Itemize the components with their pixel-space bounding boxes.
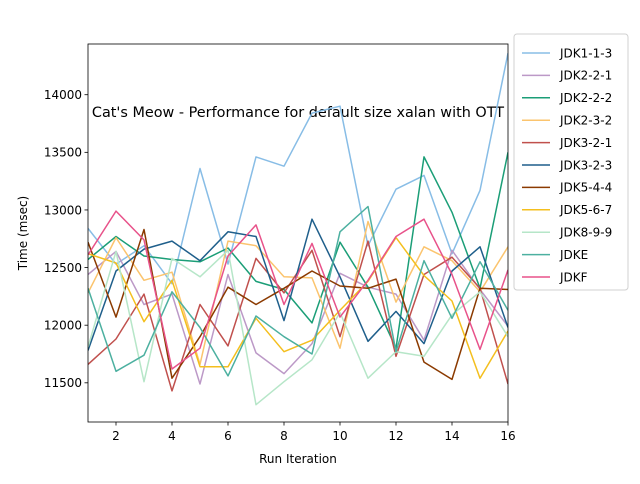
legend-label: JDK2-3-2 bbox=[559, 114, 612, 128]
legend: JDK1-1-3 JDK2-2-1 JDK2-2-2 JDK2-3-2 JDK3-2-1… bbox=[513, 33, 629, 291]
legend-label: JDK3-2-1 bbox=[559, 136, 612, 150]
x-tick-label: 4 bbox=[168, 429, 176, 443]
legend-label: JDK2-2-2 bbox=[559, 91, 612, 105]
y-axis-ticks: 11500 12000 12500 13000 13500 14000 bbox=[44, 88, 88, 390]
x-tick-label: 14 bbox=[444, 429, 459, 443]
y-tick-label: 13500 bbox=[44, 146, 82, 160]
x-axis-ticks: 2 4 6 8 10 12 14 16 bbox=[112, 422, 516, 443]
series-line-jdk1-1-3 bbox=[88, 53, 508, 285]
legend-label: JDK3-2-3 bbox=[559, 158, 612, 172]
legend-label: JDK2-2-1 bbox=[559, 69, 612, 83]
series-lines bbox=[88, 53, 508, 406]
legend-label: JDK8-9-9 bbox=[559, 226, 612, 240]
legend-label: JDK5-6-7 bbox=[559, 203, 612, 217]
legend-label: JDKF bbox=[559, 270, 588, 284]
legend-label: JDK5-4-4 bbox=[559, 181, 612, 195]
x-axis-label: Run Iteration bbox=[259, 452, 337, 466]
y-tick-label: 14000 bbox=[44, 88, 82, 102]
series-line-jdke bbox=[88, 205, 508, 377]
series-line-jdk8-9-9 bbox=[88, 249, 508, 406]
series-line-jdk2-2-1 bbox=[88, 249, 508, 385]
y-tick-label: 12000 bbox=[44, 318, 82, 332]
x-tick-label: 16 bbox=[500, 429, 515, 443]
x-tick-label: 6 bbox=[224, 429, 232, 443]
series-line-jdk3-2-3 bbox=[88, 218, 508, 351]
y-axis-label: Time (msec) bbox=[16, 196, 30, 271]
x-tick-label: 2 bbox=[112, 429, 120, 443]
legend-label: JDKE bbox=[559, 248, 588, 262]
series-line-jdkf bbox=[88, 210, 508, 370]
plot-frame bbox=[87, 43, 509, 423]
y-tick-label: 12500 bbox=[44, 261, 82, 275]
x-tick-label: 8 bbox=[280, 429, 288, 443]
series-line-jdk5-6-7 bbox=[88, 236, 508, 379]
series-line-jdk2-3-2 bbox=[88, 220, 508, 366]
x-tick-label: 12 bbox=[388, 429, 403, 443]
x-tick-label: 10 bbox=[332, 429, 347, 443]
y-tick-label: 11500 bbox=[44, 376, 82, 390]
chart-title: Cat's Meow - Performance for default siz… bbox=[92, 105, 504, 121]
legend-label: JDK1-1-3 bbox=[559, 46, 612, 60]
series-line-jdk2-2-2 bbox=[88, 152, 508, 349]
y-tick-label: 13000 bbox=[44, 203, 82, 217]
